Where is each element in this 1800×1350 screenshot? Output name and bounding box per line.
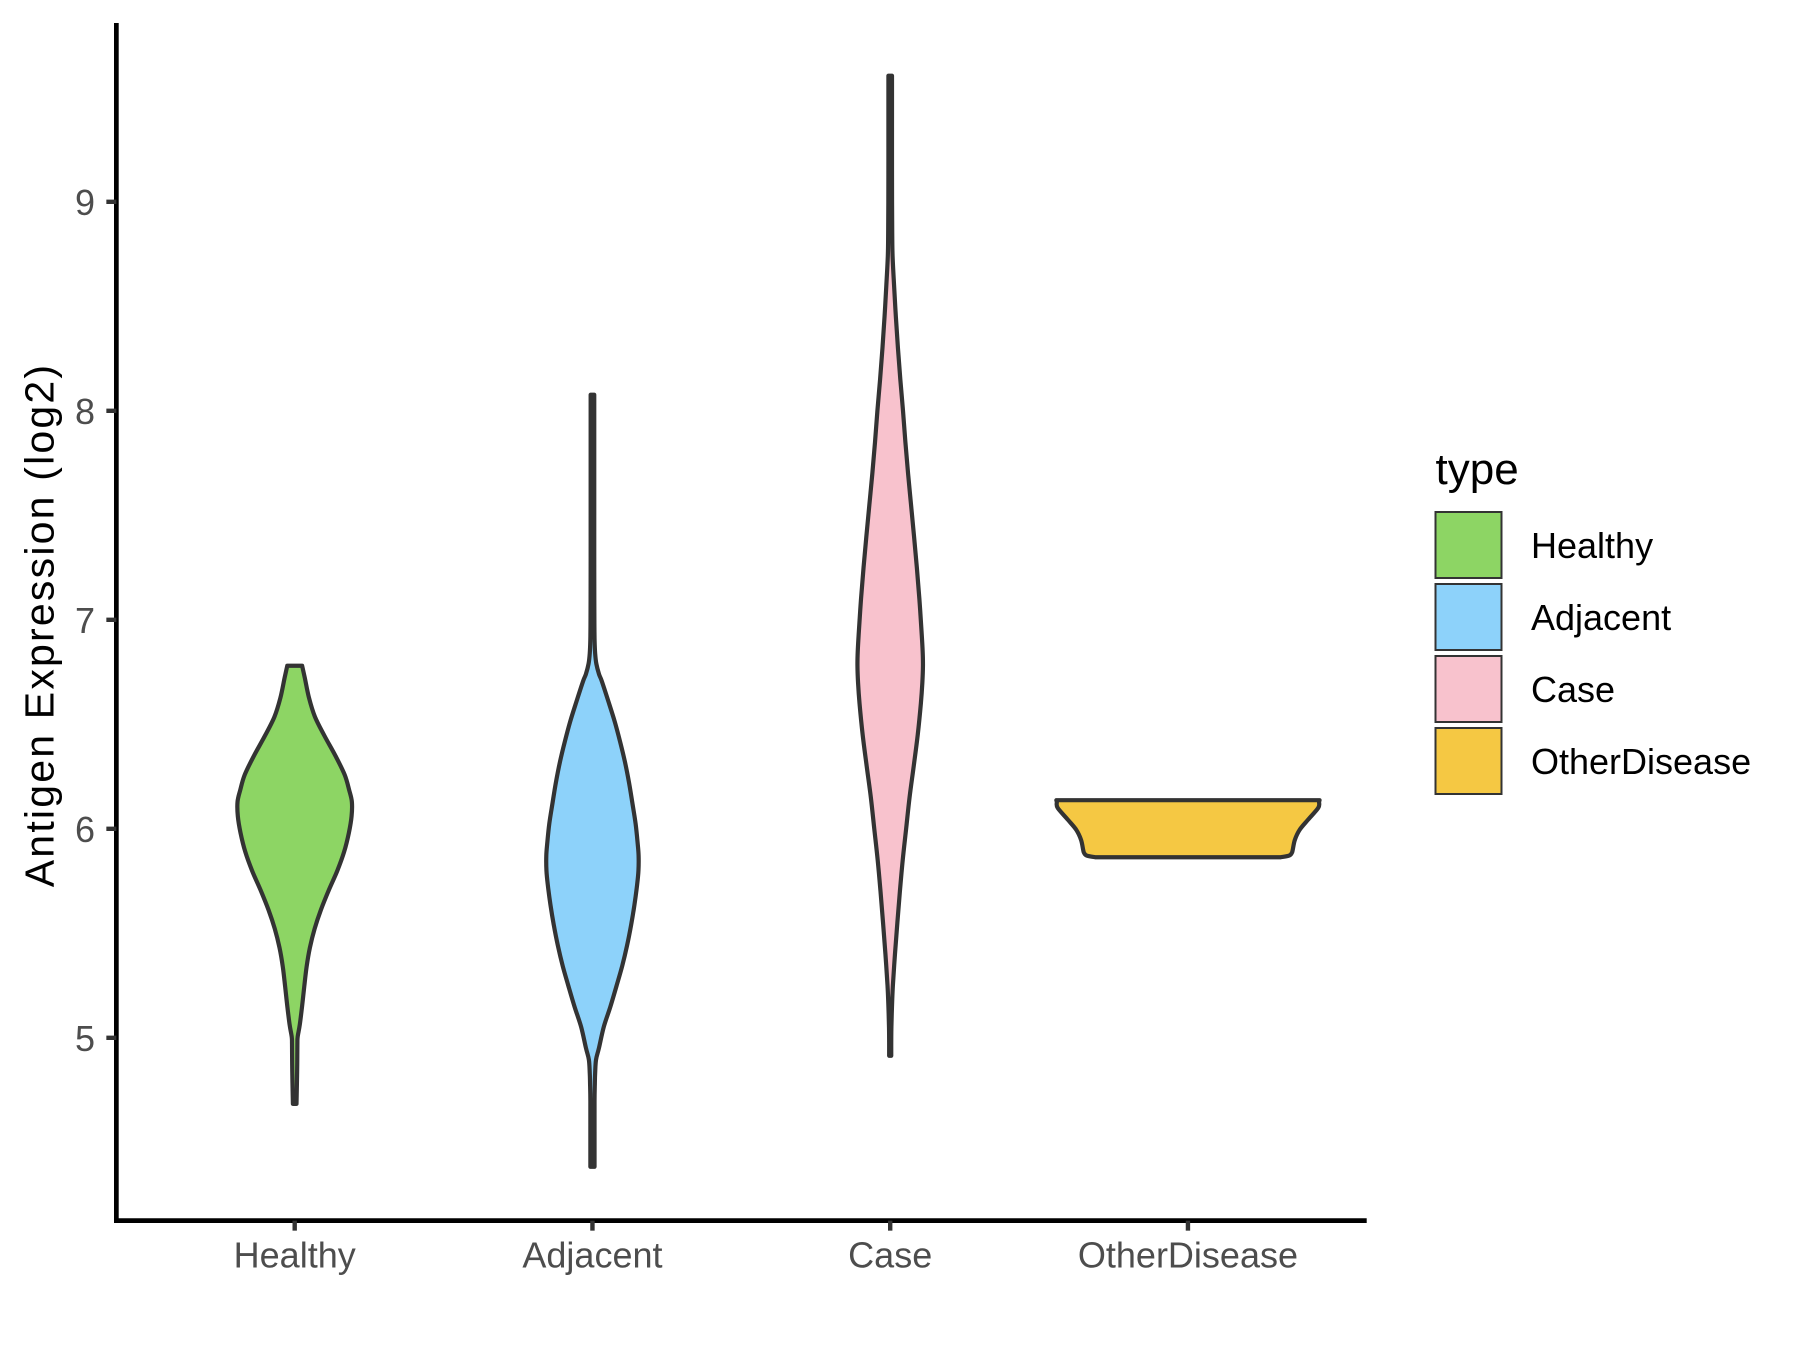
y-tick-label: 7 [75, 600, 95, 641]
x-tick-label: Adjacent [522, 1235, 662, 1276]
legend-key-case [1434, 655, 1503, 723]
legend-item-label: Healthy [1531, 525, 1653, 566]
legend-item: OtherDisease [1434, 727, 1751, 795]
legend-item: Adjacent [1434, 583, 1671, 651]
y-tick-label: 6 [75, 809, 95, 850]
violins-layer [235, 73, 1322, 1169]
x-tick-label: OtherDisease [1078, 1235, 1298, 1276]
x-tick-label: Healthy [234, 1235, 356, 1276]
legend-key-otherdisease [1434, 727, 1503, 795]
legend-item: Healthy [1434, 511, 1653, 579]
legend-key-adjacent [1434, 583, 1503, 651]
legend-item-label: OtherDisease [1531, 741, 1751, 782]
y-axis-title: Antigen Expression (log2) [17, 363, 63, 887]
y-tick-label: 5 [75, 1018, 95, 1059]
violin-adjacent [544, 392, 641, 1169]
violin-case [855, 73, 926, 1058]
violin-otherdisease [1054, 798, 1322, 860]
legend: type Healthy Adjacent Case OtherDisease [1434, 445, 1751, 795]
legend-items: Healthy Adjacent Case OtherDisease [1434, 511, 1751, 795]
y-axis-ticks: 5 6 7 8 9 [75, 182, 117, 1059]
x-tick-label: Case [848, 1235, 932, 1276]
legend-item-label: Case [1531, 669, 1615, 710]
violin-healthy [235, 663, 355, 1106]
axes-layer: 5 6 7 8 9 Healthy Adjacent Case OtherDisease [75, 23, 1367, 1276]
y-tick-label: 9 [75, 182, 95, 223]
legend-title: type [1436, 445, 1519, 494]
legend-key-healthy [1434, 511, 1503, 579]
y-tick-label: 8 [75, 391, 95, 432]
legend-item: Case [1434, 655, 1615, 723]
legend-item-label: Adjacent [1531, 597, 1671, 638]
x-axis-ticks: Healthy Adjacent Case OtherDisease [234, 1220, 1298, 1276]
